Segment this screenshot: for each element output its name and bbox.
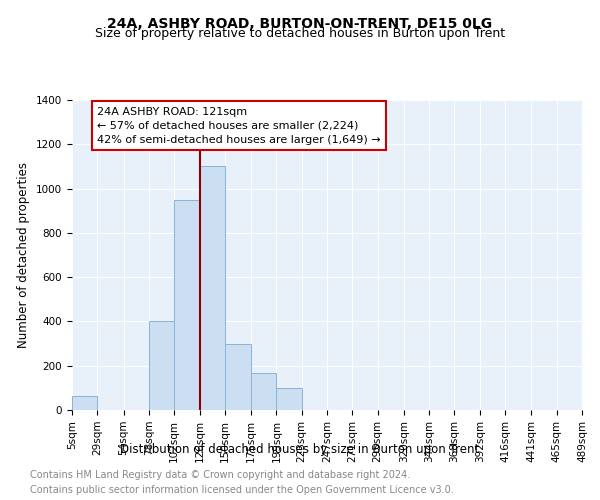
- Text: 24A ASHBY ROAD: 121sqm
← 57% of detached houses are smaller (2,224)
42% of semi-: 24A ASHBY ROAD: 121sqm ← 57% of detached…: [97, 106, 381, 144]
- Text: Contains public sector information licensed under the Open Government Licence v3: Contains public sector information licen…: [30, 485, 454, 495]
- Bar: [149, 322, 174, 410]
- Text: 24A, ASHBY ROAD, BURTON-ON-TRENT, DE15 0LG: 24A, ASHBY ROAD, BURTON-ON-TRENT, DE15 0…: [107, 18, 493, 32]
- Bar: [251, 374, 277, 410]
- Bar: [199, 166, 225, 410]
- Bar: [225, 344, 251, 410]
- Text: Contains HM Land Registry data © Crown copyright and database right 2024.: Contains HM Land Registry data © Crown c…: [30, 470, 410, 480]
- Bar: [72, 396, 97, 410]
- Bar: [277, 388, 302, 410]
- Y-axis label: Number of detached properties: Number of detached properties: [17, 162, 31, 348]
- Text: Distribution of detached houses by size in Burton upon Trent: Distribution of detached houses by size …: [121, 442, 479, 456]
- Bar: [174, 200, 199, 410]
- Text: Size of property relative to detached houses in Burton upon Trent: Size of property relative to detached ho…: [95, 28, 505, 40]
